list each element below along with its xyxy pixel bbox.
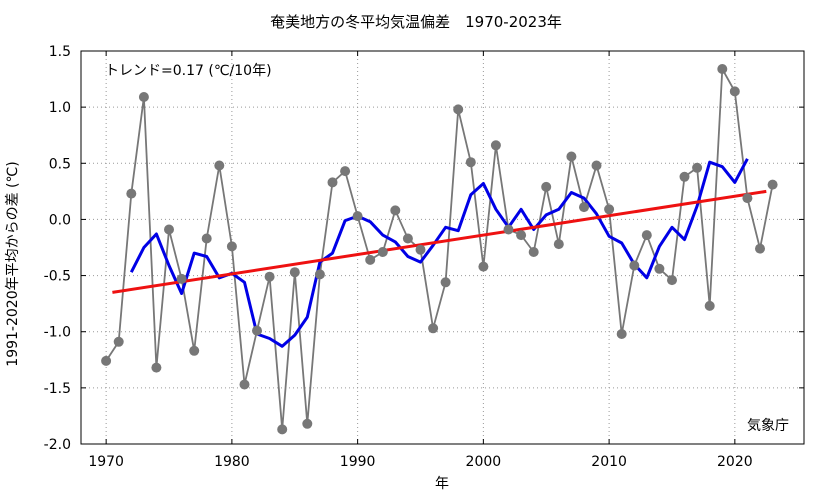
x-tick-label: 1990 [340,454,376,470]
annual-point [101,355,112,366]
annual-point [553,239,564,250]
annual-point [767,179,778,190]
annual-point [616,329,627,339]
annual-point [428,323,439,334]
annual-point [201,233,212,244]
annual-point [440,277,451,288]
annual-point [490,140,501,151]
plot-area [101,64,778,435]
annual-point [113,336,124,347]
annual-point [654,263,665,274]
credit-label: 気象庁 [747,418,789,434]
annual-point [679,171,690,182]
annual-point [465,157,476,168]
annual-point [352,211,363,222]
annual-point [717,64,728,74]
annual-point [629,260,640,271]
annual-point [704,300,715,311]
y-tick-label: 0.5 [49,156,71,172]
annual-point [189,345,200,356]
x-tick-label: 2010 [591,454,627,470]
plot-frame [80,50,805,445]
y-tick-label: -1.5 [44,381,71,397]
annual-point [579,202,589,213]
y-tick-label: -1.0 [44,325,71,341]
annual-point [176,273,187,284]
annual-point [402,233,413,244]
y-axis-label: 1991-2020年平均からの差 (℃) [5,161,21,366]
y-tick-label: 1.0 [49,100,71,116]
annual-point [415,244,426,255]
annual-point [742,193,753,204]
annual-point [340,166,351,177]
annual-point [327,177,338,188]
annual-point [226,241,237,252]
annual-point [289,267,300,278]
annual-point [528,247,539,257]
annual-point [239,379,250,390]
annual-point [377,247,388,257]
annual-point [138,92,149,102]
y-tick-label: 0.0 [49,212,71,228]
annual-point [566,151,577,162]
annual-point [264,271,275,282]
y-tick-label: 1.5 [49,44,71,60]
annual-point [692,162,703,173]
annual-point [604,204,615,215]
axis-ticks: -2.0 -1.5 -1.0 -0.5 0.0 0.5 1.0 1.5 1970 1980 1990… [44,44,804,470]
annual-point [453,104,464,115]
annual-point [503,224,514,235]
annual-point [277,424,288,435]
trend-line [112,189,767,294]
annual-point [641,230,652,241]
x-axis-label: 年 [435,476,449,492]
annual-point [729,86,740,97]
x-tick-label: 1980 [214,454,250,470]
annual-point [667,275,677,286]
x-tick-label: 2000 [466,454,502,470]
annual-point [591,160,602,171]
annual-point [755,243,765,254]
annual-point [302,418,313,429]
trend-label: トレンド=0.17 (℃/10年) [105,63,272,79]
annual-point [252,325,262,336]
annual-point [516,230,527,241]
annual-point [541,181,552,192]
x-tick-label: 2020 [717,454,753,470]
annual-point [314,269,325,280]
annual-point [126,188,137,199]
annual-point [151,362,162,373]
y-tick-label: -2.0 [44,437,71,453]
annual-point [164,224,174,235]
annual-point [214,160,225,171]
chart-title: 奄美地方の冬平均気温偏差 1970-2023年 [270,13,562,31]
annual-point [478,261,489,272]
x-tick-label: 1970 [88,454,124,470]
annual-point [365,254,376,265]
annual-point [390,205,401,216]
y-tick-label: -0.5 [44,269,71,285]
